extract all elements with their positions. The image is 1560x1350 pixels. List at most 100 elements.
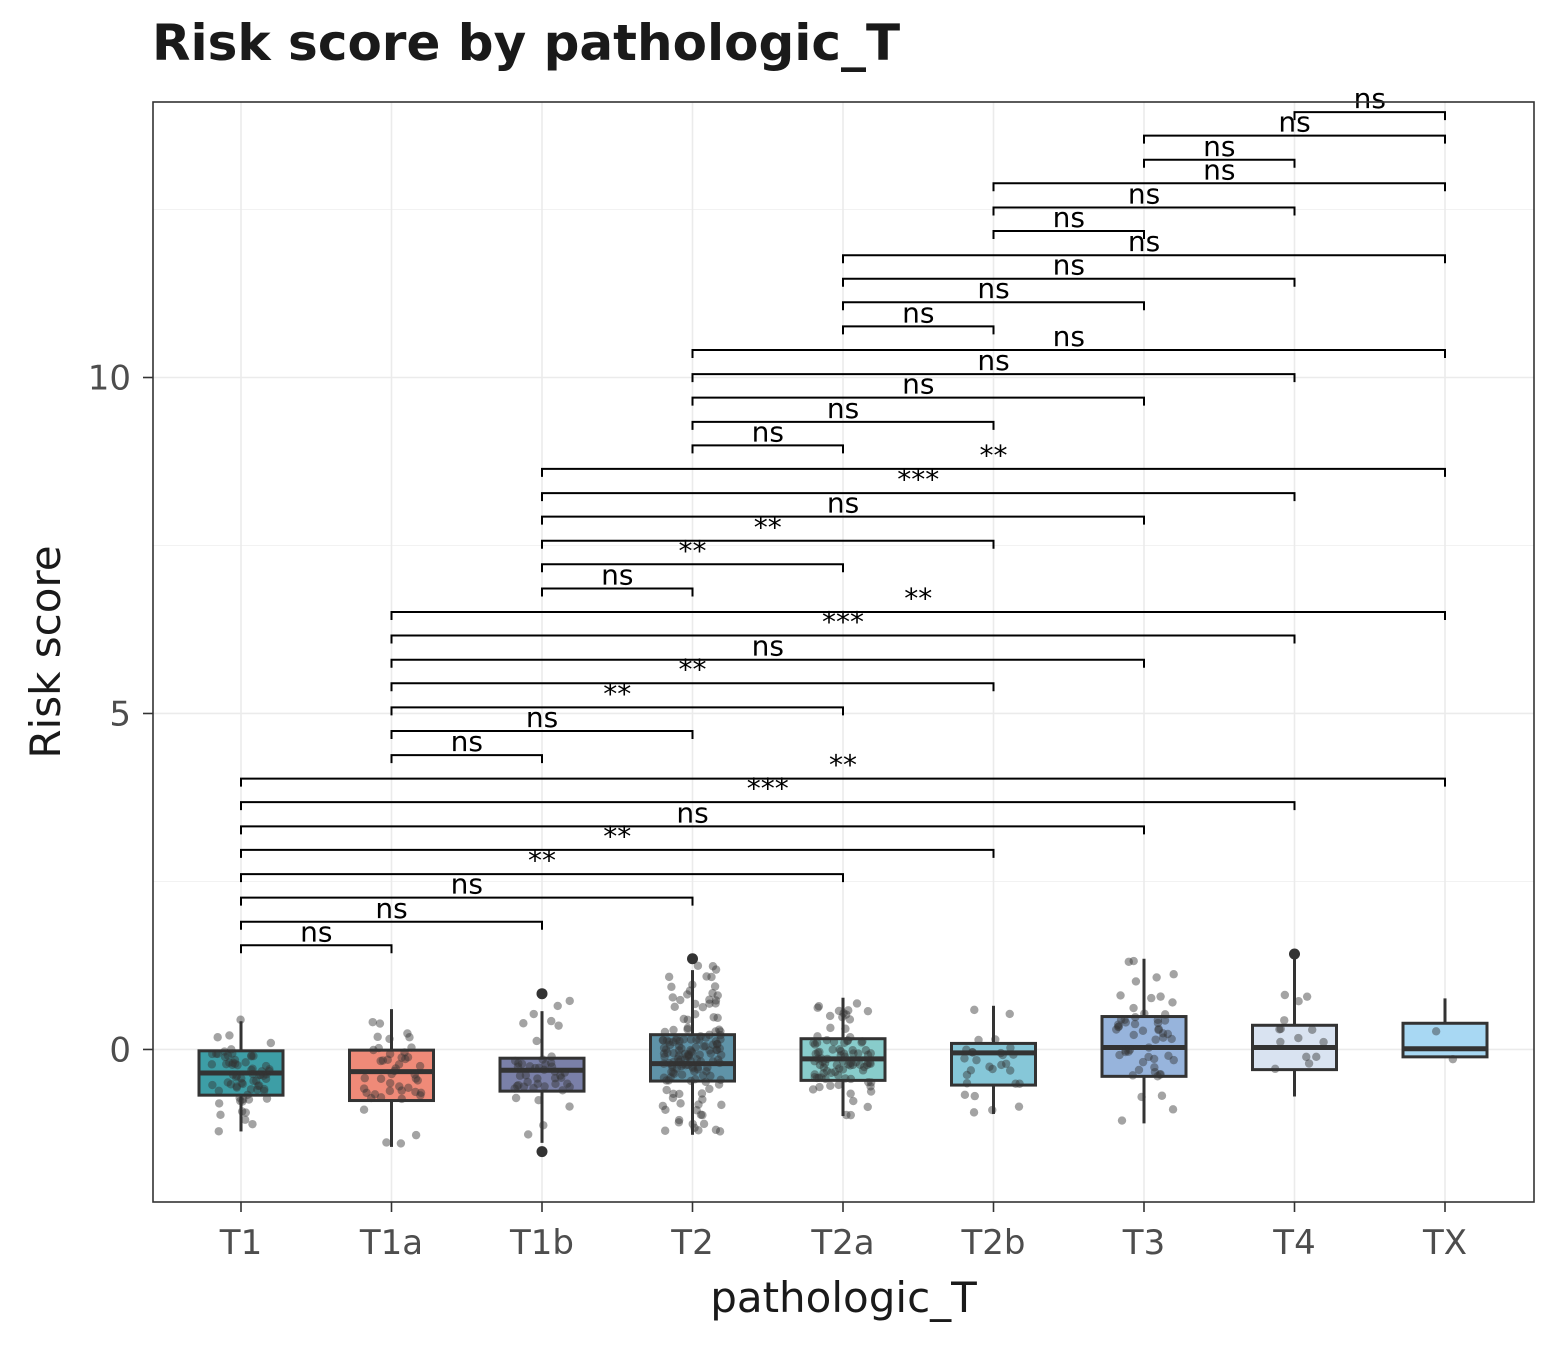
x-tick-label: T1a	[359, 1223, 423, 1263]
jitter-point	[819, 1069, 828, 1078]
jitter-point	[691, 1043, 700, 1052]
jitter-point	[547, 1016, 556, 1026]
jitter-point	[244, 1095, 254, 1104]
jitter-point	[395, 1082, 404, 1091]
jitter-point	[698, 1095, 707, 1104]
jitter-point	[1121, 1047, 1130, 1057]
jitter-point	[249, 1051, 258, 1061]
jitter-point	[706, 1071, 715, 1081]
jitter-point	[560, 1068, 569, 1077]
jitter-point	[557, 1073, 566, 1083]
jitter-point	[672, 1064, 682, 1073]
jitter-point	[701, 1041, 710, 1051]
jitter-point	[1129, 956, 1138, 966]
jitter-point	[223, 1078, 233, 1087]
jitter-point	[693, 1063, 703, 1072]
jitter-point	[669, 1089, 678, 1099]
jitter-point	[1011, 1079, 1020, 1088]
jitter-point	[238, 1095, 248, 1104]
jitter-point	[866, 1078, 876, 1087]
jitter-point	[826, 1081, 835, 1090]
jitter-point	[695, 1035, 704, 1045]
jitter-point	[538, 1055, 547, 1064]
jitter-point	[996, 1048, 1006, 1058]
jitter-point	[213, 1049, 222, 1059]
jitter-point	[1270, 1064, 1280, 1074]
jitter-point	[1164, 1051, 1173, 1061]
jitter-point	[521, 1071, 531, 1080]
comparison-bracket	[541, 492, 1296, 502]
outlier-point	[1289, 948, 1300, 960]
jitter-point	[225, 1058, 234, 1067]
significance-label: ns	[1278, 106, 1310, 139]
axes: 0 5 10 T1 T1a T1b T2 T2a T2b T3 T4 TX	[88, 359, 1467, 1263]
jitter-point	[676, 1099, 685, 1108]
jitter-point	[812, 1073, 822, 1083]
jitter-point	[238, 1097, 247, 1106]
jitter-point	[817, 1073, 826, 1082]
jitter-point	[712, 1045, 722, 1054]
jitter-point	[860, 1062, 869, 1072]
jitter-point	[511, 1093, 521, 1103]
jitter-point	[1294, 1033, 1303, 1043]
jitter-point	[849, 1049, 858, 1058]
jitter-point	[1138, 1057, 1148, 1067]
jitter-point	[385, 1078, 395, 1088]
jitter-point	[838, 1065, 848, 1074]
jitter-point	[848, 1060, 858, 1070]
jitter-point	[547, 1062, 557, 1071]
jitter-point	[998, 1050, 1007, 1060]
jitter-point	[841, 1074, 850, 1083]
jitter-point	[682, 1052, 692, 1061]
jitter-point	[810, 1072, 819, 1082]
jitter-point	[715, 1044, 725, 1053]
jitter-point	[713, 1055, 723, 1064]
jitter-point	[1015, 1079, 1024, 1088]
jitter-point	[558, 1086, 567, 1095]
jitter-point	[865, 1058, 874, 1068]
jitter-point	[716, 1035, 725, 1044]
jitter-point	[533, 1074, 542, 1083]
jitter-point	[554, 1021, 563, 1030]
jitter-point	[686, 1035, 696, 1044]
comparison-bracket	[390, 658, 1145, 668]
jitter-point	[676, 1055, 685, 1065]
jitter-point	[960, 1090, 970, 1100]
jitter-point	[248, 1064, 257, 1073]
comparison-bracket	[541, 563, 844, 573]
jitter-point	[713, 1013, 722, 1023]
jitter-point	[247, 1051, 256, 1060]
jitter-point	[683, 1015, 692, 1024]
jitter-point	[811, 1049, 820, 1058]
jitter-point	[841, 1010, 851, 1019]
jitter-point	[565, 996, 574, 1006]
box-T2	[649, 1033, 736, 1083]
jitter-point	[360, 1073, 369, 1083]
jitter-point	[659, 1059, 668, 1068]
jitter-point	[840, 1038, 849, 1047]
jitter-point	[1153, 1015, 1162, 1025]
jitter-point	[1131, 977, 1141, 986]
jitter-point	[416, 1088, 426, 1098]
jitter-point	[390, 1066, 399, 1076]
jitter-point	[677, 1062, 686, 1071]
jitter-point	[858, 1066, 868, 1075]
jitter-point	[225, 1031, 234, 1040]
x-tick-label: T2	[670, 1223, 713, 1263]
jitter-point	[1149, 1054, 1159, 1064]
jitter-point	[708, 1040, 718, 1049]
jitter-point	[866, 1082, 875, 1091]
jitter-point	[692, 1035, 701, 1044]
jitter-point	[670, 1002, 679, 1012]
jitter-point	[551, 1079, 560, 1089]
jitter-point	[1112, 1025, 1121, 1034]
jitter-point	[960, 1054, 969, 1063]
jitter-point	[1134, 1065, 1144, 1075]
jitter-point	[810, 1040, 820, 1049]
jitter-point	[1156, 1070, 1165, 1079]
jitter-points	[207, 956, 1458, 1148]
jitter-point	[823, 1054, 832, 1064]
y-tick-label: 10	[88, 359, 131, 399]
jitter-point	[1138, 1026, 1148, 1035]
jitter-point	[674, 1051, 684, 1060]
